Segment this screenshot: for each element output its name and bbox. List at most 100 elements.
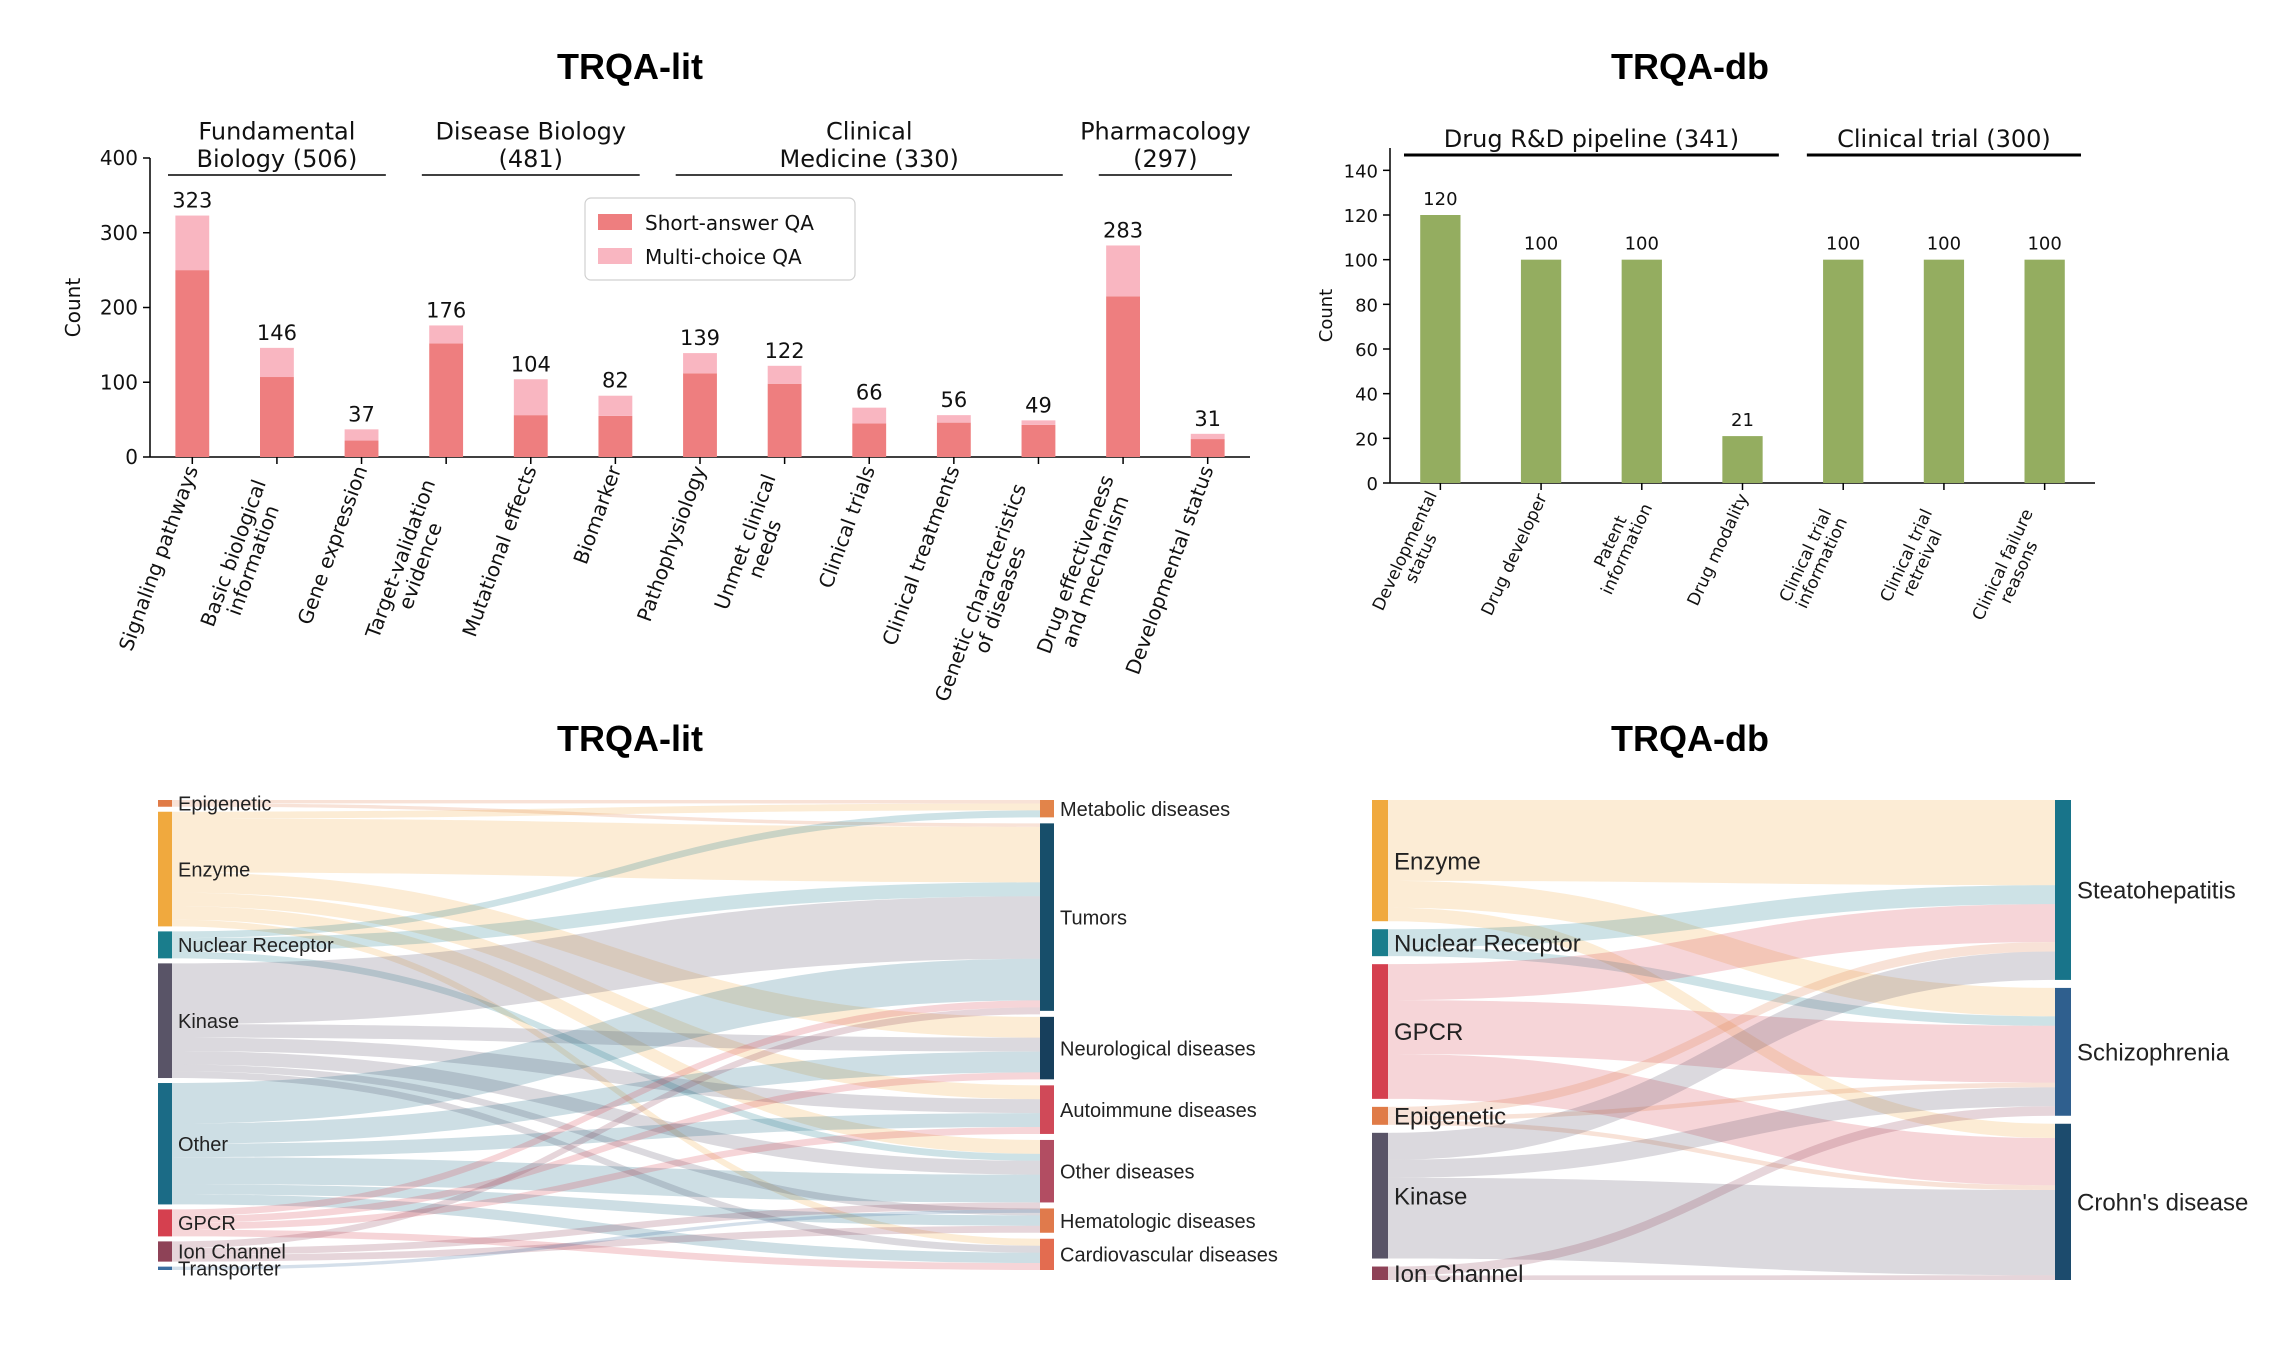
sankey-source-node	[158, 811, 172, 927]
sankey-link	[1388, 1082, 2055, 1121]
sankey-link	[172, 906, 1040, 1154]
x-tick-label: Clinical trials	[813, 463, 879, 592]
sankey-link	[172, 1113, 1040, 1158]
x-tick-label-line: Clinical trials	[813, 463, 879, 592]
legend: Short-answer QA Multi-choice QA	[584, 197, 856, 281]
trqa-db-sankey-title: TRQA-db	[1611, 718, 1769, 759]
bar-total-label: 176	[426, 298, 466, 322]
x-tick-label: Basic biologicalinformation	[195, 476, 290, 637]
bar	[1923, 259, 1965, 483]
sankey-source-label: Nuclear Receptor	[1394, 930, 1581, 957]
sankey-link	[172, 1127, 1040, 1230]
bar-multi-choice	[344, 429, 379, 441]
sankey-link	[172, 1000, 1040, 1217]
bar-total-label: 323	[172, 189, 212, 213]
sankey-source-node	[1372, 1132, 1388, 1259]
x-tick-label-line: Drug modality	[1684, 491, 1753, 609]
sankey-link	[172, 1024, 1040, 1052]
bar-total-label: 37	[348, 402, 375, 426]
sankey-link	[1388, 1177, 2055, 1276]
sankey-source-node	[158, 931, 172, 959]
bar-total-label: 122	[765, 339, 805, 363]
group-label: Drug R&D pipeline (341)	[1444, 125, 1739, 153]
y-tick-label: 100	[100, 370, 138, 394]
x-tick-label-line: Gene expression	[293, 463, 373, 628]
sankey-target-node	[1040, 1238, 1054, 1270]
sankey-source-label: Enzyme	[1394, 848, 1481, 875]
sankey-link	[172, 818, 1040, 883]
x-tick-label: Target-validationevidence	[360, 476, 460, 649]
sankey-target-label: Schizophrenia	[2077, 1039, 2230, 1066]
sankey-source-node	[1372, 929, 1388, 957]
sankey-source-node	[1372, 800, 1388, 922]
sankey-source-node	[158, 1266, 172, 1270]
bar-value-label: 100	[2027, 234, 2061, 255]
bar-multi-choice	[175, 215, 210, 271]
bar-multi-choice	[683, 353, 717, 374]
sankey-source-node	[1372, 1106, 1388, 1125]
sankey-link	[1388, 951, 2055, 1160]
x-tick-label-line: Developmental status	[1121, 463, 1219, 678]
bar	[1722, 436, 1763, 483]
sankey-target-label: Crohn's disease	[2077, 1190, 2248, 1217]
bar-total-label: 283	[1103, 218, 1143, 242]
y-tick-label: 100	[1344, 251, 1378, 272]
x-tick-label: Clinical trialinformation	[1776, 506, 1853, 613]
sankey-target-node	[1040, 800, 1054, 818]
y-tick-label: 60	[1355, 340, 1378, 361]
x-tick-label: Developmental status	[1121, 463, 1219, 678]
bar	[1823, 259, 1864, 483]
sankey-link	[172, 896, 1040, 1025]
sankey-target-node	[1040, 1139, 1054, 1203]
y-tick-label: 140	[1344, 161, 1378, 182]
sankey-link	[172, 1209, 1040, 1270]
legend-label: Short-answer QA	[645, 211, 814, 235]
sankey-source-label: Epigenetic	[1394, 1103, 1506, 1130]
y-tick-label: 40	[1355, 385, 1378, 406]
sankey-source-node	[1372, 1266, 1388, 1280]
sankey-source-label: Enzyme	[178, 859, 250, 881]
x-tick-label: Clinical treatments	[877, 463, 964, 649]
sankey-link	[1388, 1000, 2055, 1083]
sankey-link	[1388, 800, 2055, 886]
sankey-source-node	[158, 1209, 172, 1237]
sankey-source-label: Ion Channel	[178, 1242, 286, 1264]
x-tick-label: Drug effectivenessand mechanism	[1032, 472, 1139, 664]
sankey-source-label: Transporter	[178, 1259, 281, 1281]
group-label: Fundamental	[198, 117, 355, 145]
sankey-target-node	[2055, 800, 2071, 980]
x-tick-label: Patentinformation	[1581, 493, 1657, 598]
x-tick-label: Mutational effects	[457, 463, 541, 640]
bar-short-answer	[1021, 424, 1056, 457]
sankey-source-node	[158, 800, 172, 807]
sankey-link	[1388, 907, 2055, 1138]
trqa-lit-sankey-title: TRQA-lit	[557, 718, 703, 759]
bar-multi-choice	[1106, 245, 1140, 297]
bar-multi-choice	[260, 347, 294, 378]
x-tick-label-line: Clinical treatments	[877, 463, 964, 649]
sankey-target-label: Metabolic diseases	[1060, 799, 1230, 821]
bar-value-label: 21	[1731, 410, 1754, 431]
bar-total-label: 66	[856, 381, 883, 405]
sankey-link	[172, 1194, 1040, 1264]
sankey-link	[1388, 880, 2055, 1017]
x-tick-label-line: Biomarker	[568, 462, 626, 568]
group-label: Clinical trial (300)	[1837, 125, 2051, 153]
sankey-target-label: Autoimmune diseases	[1060, 1100, 1257, 1122]
sankey-link	[1388, 942, 2055, 1116]
x-tick-label: Clinical trialretreival	[1877, 506, 1954, 613]
y-tick-label: 0	[125, 445, 138, 469]
x-tick-label: Drug modality	[1684, 491, 1753, 609]
legend-label: Multi-choice QA	[645, 245, 802, 269]
bar-short-answer	[936, 422, 971, 457]
sankey-target-label: Other diseases	[1060, 1161, 1195, 1183]
sankey-links	[1388, 800, 2055, 1280]
x-tick-label-line: Pathophysiology	[632, 462, 711, 624]
bar-short-answer	[767, 383, 802, 457]
bar-short-answer	[344, 440, 379, 457]
sankey-source-label: Other	[178, 1134, 228, 1156]
group-label: Medicine (330)	[780, 145, 959, 173]
sankey-target-node	[2055, 1123, 2071, 1280]
bar-total-label: 56	[940, 388, 967, 412]
sankey-target-node	[1040, 823, 1054, 1011]
